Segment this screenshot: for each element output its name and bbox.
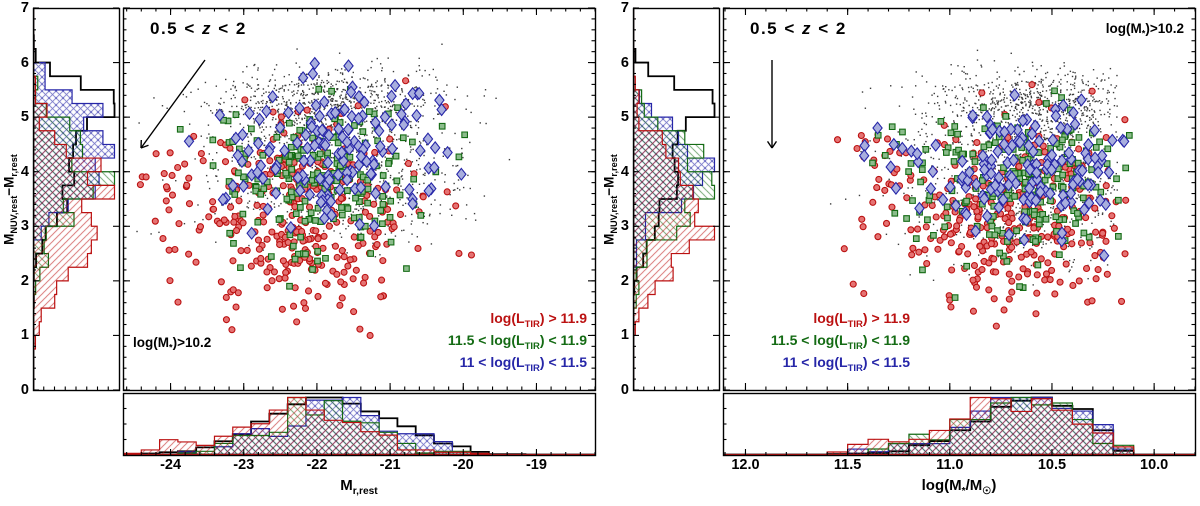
x-tick-label: -23 <box>233 457 255 473</box>
y-tick-label: 2 <box>620 272 629 289</box>
x-axis-title: log(M*/M☉) <box>921 477 997 497</box>
x-tick-label: 10.0 <box>1140 457 1169 473</box>
y-tick-label: 4 <box>620 163 629 180</box>
mass-limit-annotation: log(M*)>10.2 <box>1105 21 1184 39</box>
y-axis-title: MNUV,rest−Mr,rest <box>1 154 20 245</box>
redshift-annotation: 0.5 < z < 2 <box>750 19 847 38</box>
x-tick-label: -19 <box>525 457 547 473</box>
y-tick-label: 6 <box>20 54 29 71</box>
y-tick-label: 3 <box>620 218 629 235</box>
x-tick-label: 11.5 <box>833 457 862 473</box>
y-tick-label: 5 <box>620 109 629 126</box>
panel-left: MNUV,rest−Mr,rest Mr,rest 0.5 < z < 2 lo… <box>0 0 600 506</box>
x-axis-title: Mr,rest <box>340 477 378 497</box>
y-tick-label: 4 <box>20 163 29 180</box>
x-tick-label: -24 <box>160 457 182 473</box>
y-tick-label: 1 <box>620 327 629 344</box>
y-tick-label: 0 <box>20 382 29 398</box>
y-axis-title: MNUV,rest−Mr,rest <box>601 154 620 245</box>
redshift-annotation: 0.5 < z < 2 <box>150 19 247 38</box>
legend-item-red: log(LTIR) > 11.9 <box>490 310 587 330</box>
x-tick-label: 12.0 <box>731 457 760 473</box>
x-tick-label: -21 <box>379 457 401 473</box>
y-tick-label: 3 <box>20 218 29 235</box>
legend: log(LTIR) > 11.9 11.5 < log(LTIR) < 11.9… <box>725 307 910 373</box>
right-panel-plot-canvas <box>600 0 1200 506</box>
x-tick-label: -20 <box>452 457 474 473</box>
legend: log(LTIR) > 11.9 11.5 < log(LTIR) < 11.9… <box>448 307 587 373</box>
x-tick-label: 10.5 <box>1037 457 1067 473</box>
legend-item-blue: 11 < log(LTIR) < 11.5 <box>459 354 587 374</box>
x-tick-label: 11.0 <box>936 457 964 473</box>
x-tick-label: -22 <box>306 457 328 473</box>
y-tick-label: 7 <box>620 0 629 16</box>
y-tick-label: 6 <box>620 54 629 71</box>
legend-item-blue: 11 < log(LTIR) < 11.5 <box>782 354 910 374</box>
legend-item-green: 11.5 < log(LTIR) < 11.9 <box>770 332 910 352</box>
legend-item-red: log(LTIR) > 11.9 <box>813 310 910 330</box>
y-tick-label: 2 <box>20 272 29 289</box>
y-tick-label: 1 <box>20 327 29 344</box>
left-panel-plot-canvas <box>0 0 600 506</box>
panel-right: MNUV,rest−Mr,rest log(M*/M☉) 0.5 < z < 2… <box>600 0 1200 506</box>
mass-limit-annotation: log(M*)>10.2 <box>133 335 212 353</box>
y-tick-label: 5 <box>20 109 29 126</box>
legend-item-green: 11.5 < log(LTIR) < 11.9 <box>447 332 587 352</box>
y-tick-label: 7 <box>20 0 29 16</box>
y-tick-label: 0 <box>620 382 629 398</box>
